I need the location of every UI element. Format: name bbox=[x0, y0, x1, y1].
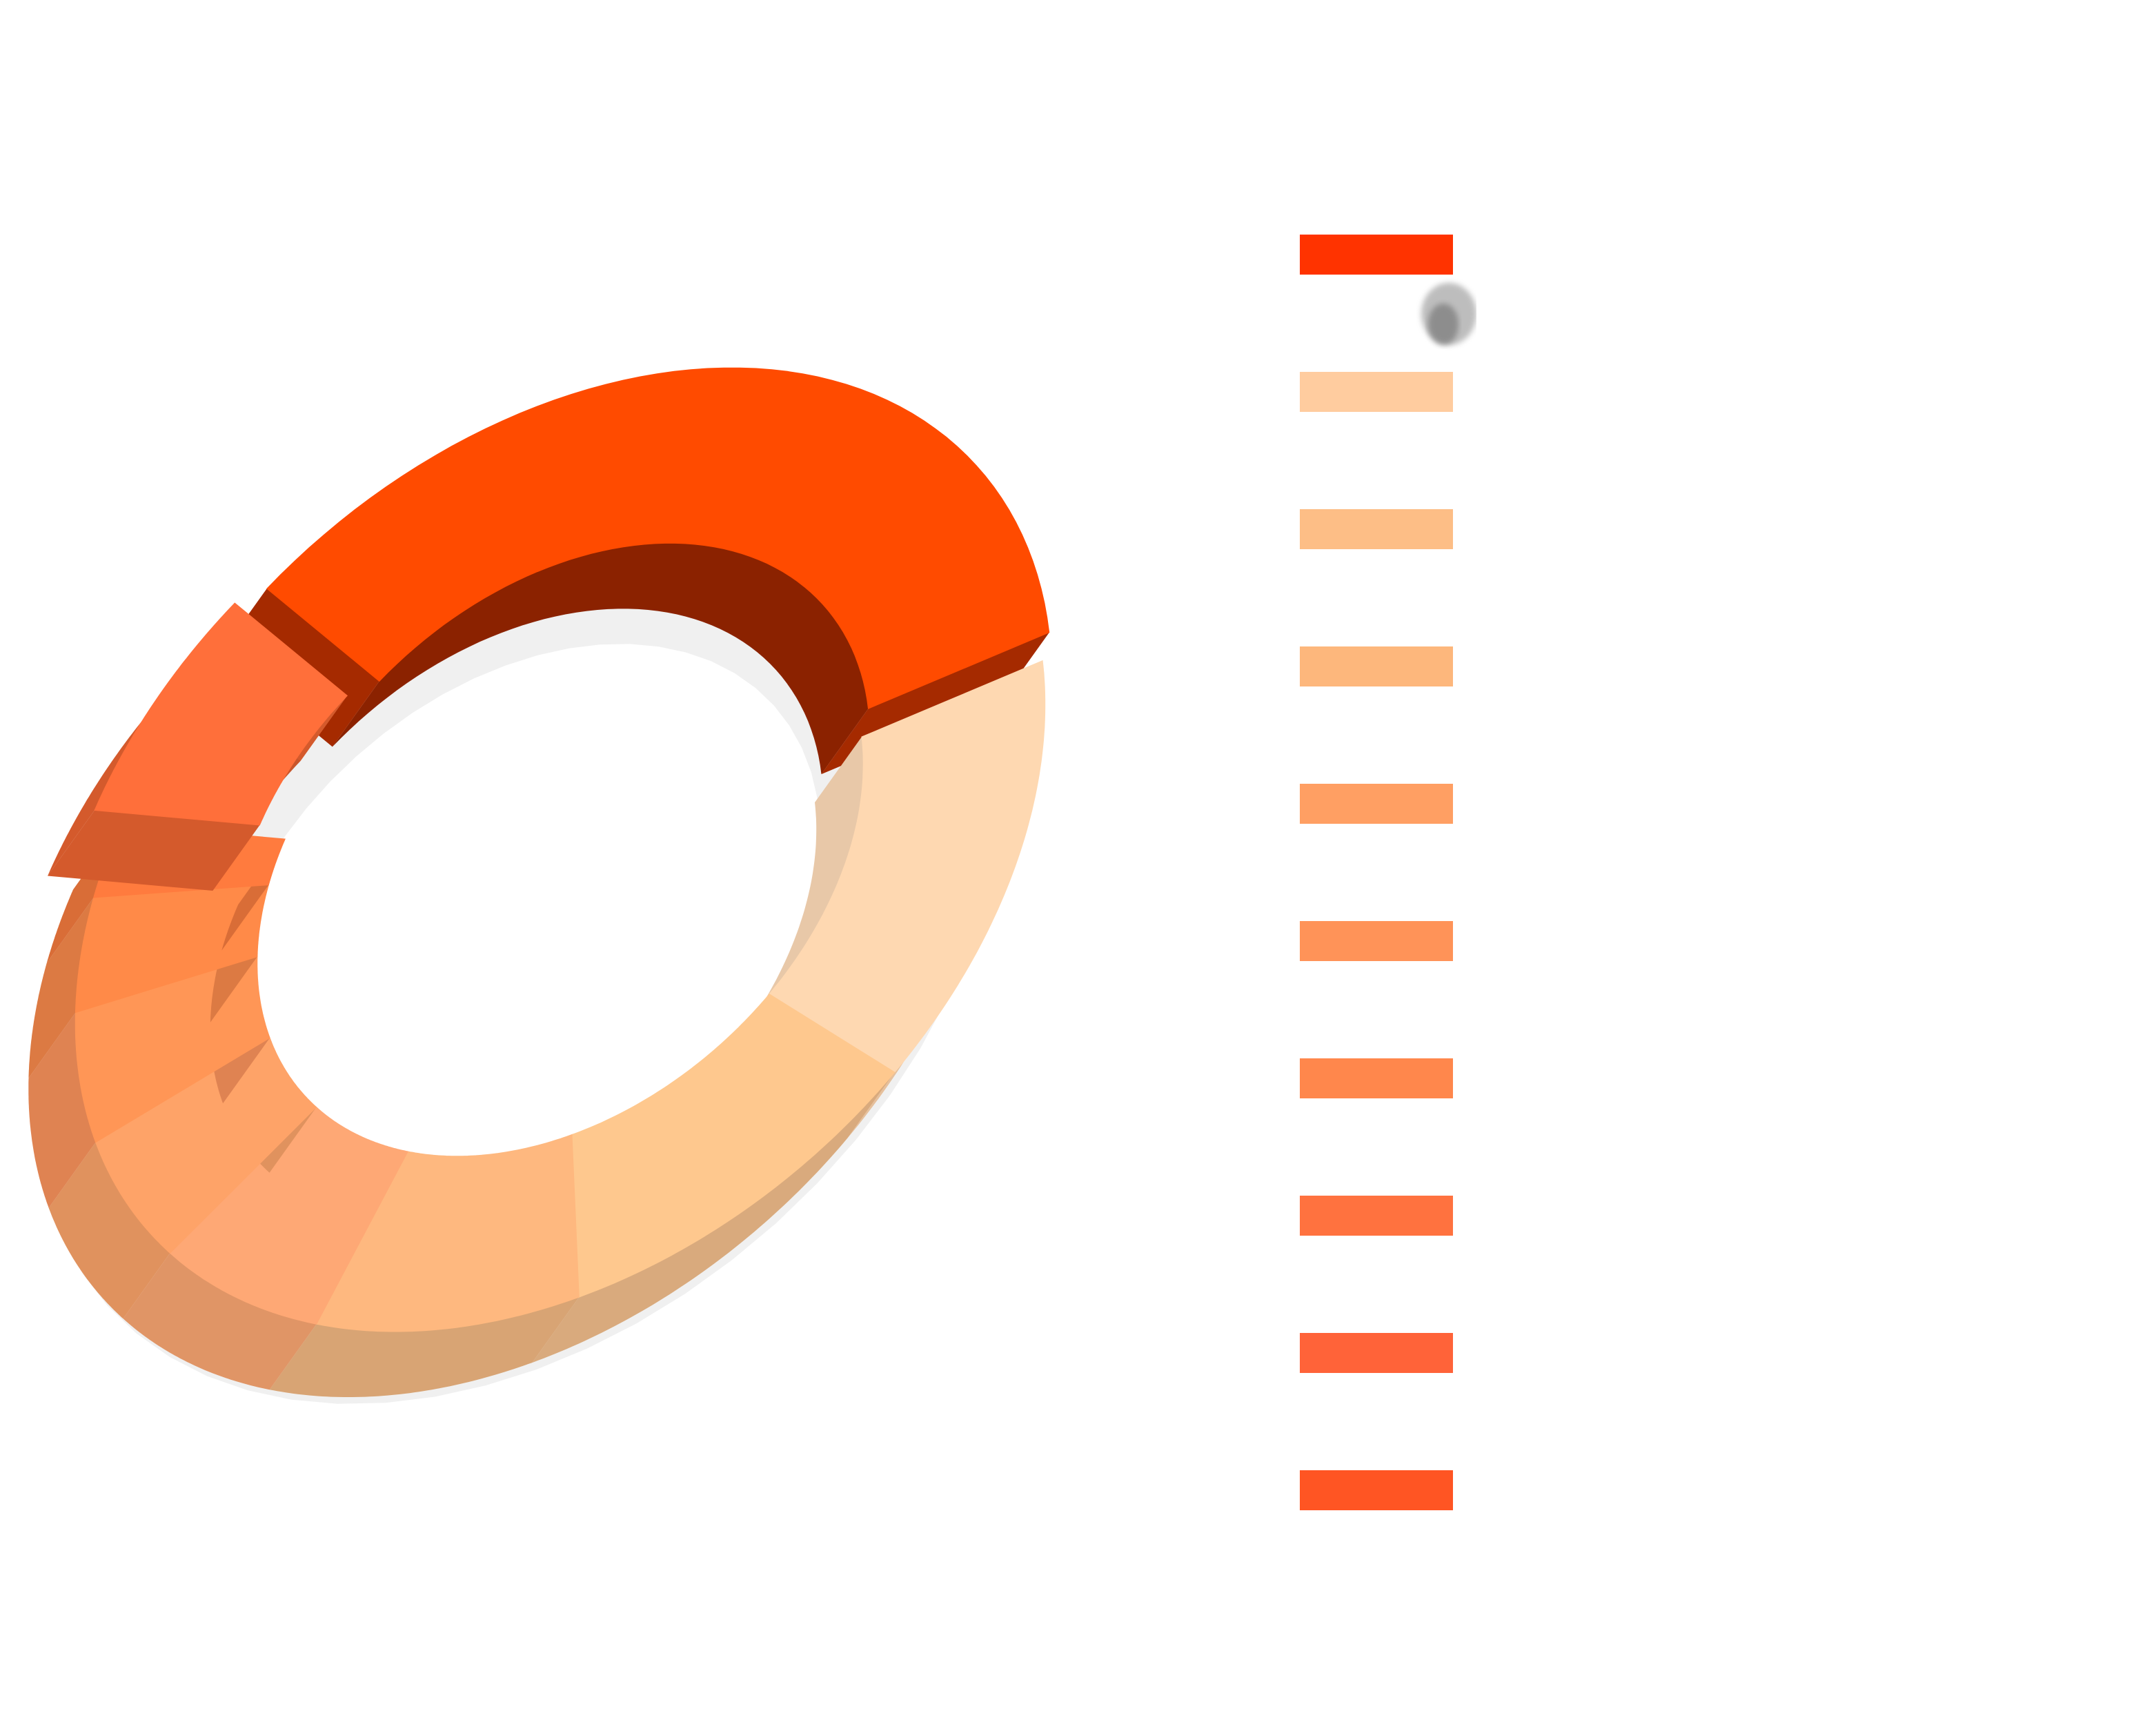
legend-swatch bbox=[1300, 235, 1453, 275]
legend-swatch bbox=[1300, 1058, 1453, 1098]
donut-slice-inner-0 bbox=[332, 543, 869, 775]
legend-swatch bbox=[1300, 784, 1453, 824]
smudge-artifact bbox=[1421, 283, 1476, 345]
legend-item-6 bbox=[1300, 1058, 2059, 1100]
donut-slice-3 bbox=[269, 1134, 580, 1397]
legend-swatch bbox=[1300, 1470, 1453, 1510]
legend-item-3 bbox=[1300, 646, 2059, 688]
legend-item-7 bbox=[1300, 1196, 2059, 1237]
legend-swatch bbox=[1300, 1333, 1453, 1373]
donut-slice-side-7 bbox=[28, 897, 94, 1078]
legend-item-0 bbox=[1300, 235, 2059, 276]
legend-item-8 bbox=[1300, 1333, 2059, 1374]
legend-item-2 bbox=[1300, 509, 2059, 551]
legend-item-9 bbox=[1300, 1470, 2059, 1512]
donut-slice-side-6 bbox=[28, 1012, 96, 1208]
donut-slice-7 bbox=[28, 884, 269, 1078]
legend-swatch bbox=[1300, 509, 1453, 549]
donut-slice-top-9 bbox=[94, 602, 348, 826]
donut-slice-top-0 bbox=[266, 367, 1050, 709]
donut-slice-side-2 bbox=[532, 1072, 895, 1363]
donut-slice-side-3 bbox=[269, 1297, 580, 1397]
legend-swatch bbox=[1300, 921, 1453, 961]
donut-slice-cap-9-0 bbox=[48, 810, 260, 891]
legend-swatch bbox=[1300, 1196, 1453, 1236]
legend-swatch bbox=[1300, 372, 1453, 412]
donut-slice-side-5 bbox=[48, 1142, 170, 1319]
donut-slice-9 bbox=[48, 602, 348, 891]
legend bbox=[1300, 235, 2059, 1614]
legend-item-1 bbox=[1300, 372, 2059, 413]
donut-slice-side-9 bbox=[48, 603, 235, 876]
legend-swatch bbox=[1300, 646, 1453, 686]
legend-item-4 bbox=[1300, 784, 2059, 825]
donut-slice-inner-1 bbox=[722, 737, 864, 1060]
donut-slice-4 bbox=[123, 1107, 408, 1390]
donut-slices bbox=[28, 367, 1050, 1404]
donut-slice-side-4 bbox=[123, 1253, 317, 1390]
legend-item-5 bbox=[1300, 921, 2059, 962]
